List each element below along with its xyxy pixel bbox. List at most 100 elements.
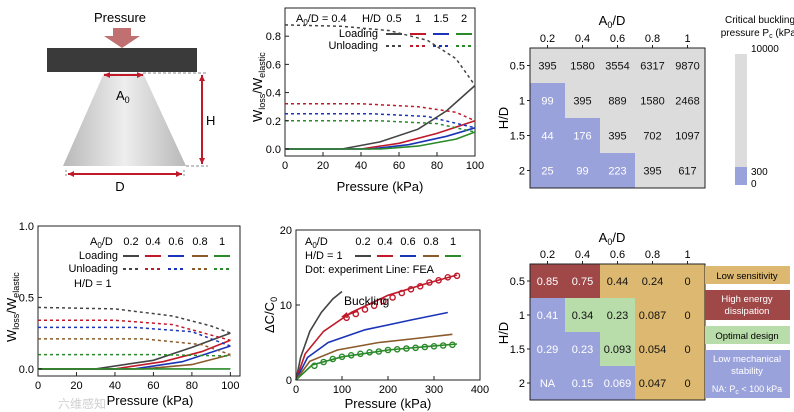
experiment-point — [412, 344, 419, 352]
heatmap-cell — [530, 332, 565, 366]
heatmap-cell-value: 395 — [608, 131, 626, 143]
experiment-point — [426, 279, 433, 286]
y-tick-label: 0.2 — [266, 116, 281, 128]
colorbar-tick: 0 — [751, 179, 757, 190]
bm-axes: 0 100 200 300 400 0 10 20 — [280, 225, 489, 396]
bl-a0d-value: 0.4 — [145, 236, 160, 248]
heatmap-cell — [635, 264, 670, 298]
legend-lms-label-2: stability — [731, 366, 763, 377]
a0-label: A0 — [116, 88, 130, 105]
colorbar-tick: 10000 — [751, 44, 779, 55]
legend-lms-label-3: NA: Pc < 100 kPa — [712, 384, 782, 396]
buckling-arrow-icon — [341, 312, 348, 318]
heatmap-cell — [530, 298, 565, 332]
heatmap-cell-value: 25 — [541, 166, 553, 178]
fea-curve — [295, 290, 343, 381]
x-tick-label: 40 — [355, 160, 367, 172]
bl-series — [37, 306, 231, 370]
heatmap-cell — [635, 332, 670, 366]
h-label: H — [206, 113, 215, 128]
bl-extra-label: H/D = 1 — [74, 278, 112, 290]
tm-legend-unloading: Unloading — [328, 40, 378, 52]
fea-curve — [295, 311, 448, 381]
heatmap-cell-value: 0.23 — [607, 310, 628, 322]
y-tick-label: 0.8 — [266, 31, 281, 43]
experiment-point — [439, 342, 447, 349]
plot-frame — [284, 7, 476, 157]
heatmap-cell — [670, 332, 705, 366]
bl-legend-loading: Loading — [79, 250, 118, 262]
heatmap-cell — [565, 366, 600, 400]
legend-optimal-design — [705, 326, 790, 344]
colorbar-tick: 300 — [751, 167, 768, 178]
x-tick-label: 100 — [221, 380, 239, 392]
experiment-point — [375, 348, 383, 355]
heatmap-cell-value: 99 — [541, 96, 553, 108]
heatmap-cell — [600, 298, 635, 332]
x-tick-label: 0 — [35, 380, 41, 392]
heatmap-cell — [670, 366, 705, 400]
heatmap-cell-value: 0 — [684, 310, 690, 322]
heatmap-cell-value: 0.34 — [572, 310, 593, 322]
legend-low-sensitivity-label: Low sensitivity — [716, 271, 777, 282]
bl-ylabel: Wloss/Welastic — [4, 272, 21, 342]
col-tick-label: 0.8 — [645, 249, 660, 261]
y-tick-label: 1.0 — [19, 221, 34, 233]
row-tick-label: 1.5 — [510, 344, 525, 356]
heatmap-cell-value: 0.44 — [607, 276, 628, 288]
a0-arrow-left-icon — [104, 72, 110, 78]
bl-legend-swatches — [123, 255, 230, 270]
experiment-point — [380, 297, 387, 305]
d-arrow-right-icon — [176, 171, 182, 177]
chart-top-mid: A0/D = 0.4 H/D 0.5 1 1.5 2 Loading Unloa… — [250, 7, 484, 194]
bl-a0d-value: 1 — [219, 236, 225, 248]
tm-a0d-label: A0/D = 0.4 — [296, 13, 347, 27]
heatmap-cell-value: 1580 — [570, 61, 594, 73]
heatmap-cell-value: 0.85 — [537, 276, 558, 288]
x-tick-label: 0 — [293, 384, 299, 396]
row-tick-label: 0.5 — [510, 61, 525, 73]
heatmap-cell-value: 0.15 — [572, 378, 593, 390]
tm-ylabel: Wloss/Welastic — [250, 52, 267, 122]
unloading-curve — [37, 306, 231, 334]
heatmap-cell-value: 395 — [538, 61, 556, 73]
bm-a0d-value: 1 — [450, 236, 456, 248]
x-tick-label: 80 — [186, 380, 198, 392]
heatmap-cell — [670, 83, 705, 118]
heatmap-cell-value: 0.047 — [639, 378, 667, 390]
bm-xlabel: Pressure (kPa) — [345, 396, 432, 411]
legend-low-sensitivity — [705, 266, 790, 284]
heatmap-cell — [530, 118, 565, 153]
tm-legend-swatches — [386, 33, 472, 47]
d-arrow-left-icon — [68, 171, 74, 177]
heatmap-cell-value: 0 — [684, 276, 690, 288]
heatmap-cell-value: 0.069 — [604, 378, 632, 390]
watermark-text: 六维感知 — [58, 396, 106, 411]
x-tick-label: 80 — [431, 160, 443, 172]
experiment-point — [361, 306, 369, 313]
experiment-point — [416, 282, 424, 290]
x-tick-label: 100 — [466, 160, 484, 172]
y-tick-label: 10 — [280, 300, 292, 312]
unloading-curve — [285, 112, 476, 129]
y-tick-label: 0.5 — [19, 292, 34, 304]
x-tick-label: 0 — [282, 160, 288, 172]
tm-hd-value: 1 — [415, 13, 421, 25]
hm1-side-label: H/D — [496, 107, 511, 129]
hm1-top-label: A0/D — [599, 13, 626, 30]
heatmap-cell-value: 0 — [684, 378, 690, 390]
fea-curve — [295, 274, 458, 381]
experiment-point — [338, 353, 346, 361]
col-tick-label: 1 — [684, 33, 690, 45]
y-tick-label: 0.4 — [266, 88, 281, 100]
heatmap-cell-value: 44 — [541, 131, 553, 143]
heatmap-cell-value: 0 — [684, 344, 690, 356]
heatmap-cell — [635, 48, 670, 83]
heatmap-cell-value: 3554 — [605, 61, 629, 73]
hm1-ticks: 0.2 0.4 0.6 0.8 1 0.5 1 1.5 2 — [510, 33, 691, 178]
heatmap-cell-value: 0.087 — [639, 310, 667, 322]
heatmap-cell-value: 0.054 — [639, 344, 667, 356]
legend-high-energy-label-2: dissipation — [725, 306, 770, 317]
tm-hd-value: 0.5 — [386, 13, 401, 25]
heatmap-cell — [670, 48, 705, 83]
